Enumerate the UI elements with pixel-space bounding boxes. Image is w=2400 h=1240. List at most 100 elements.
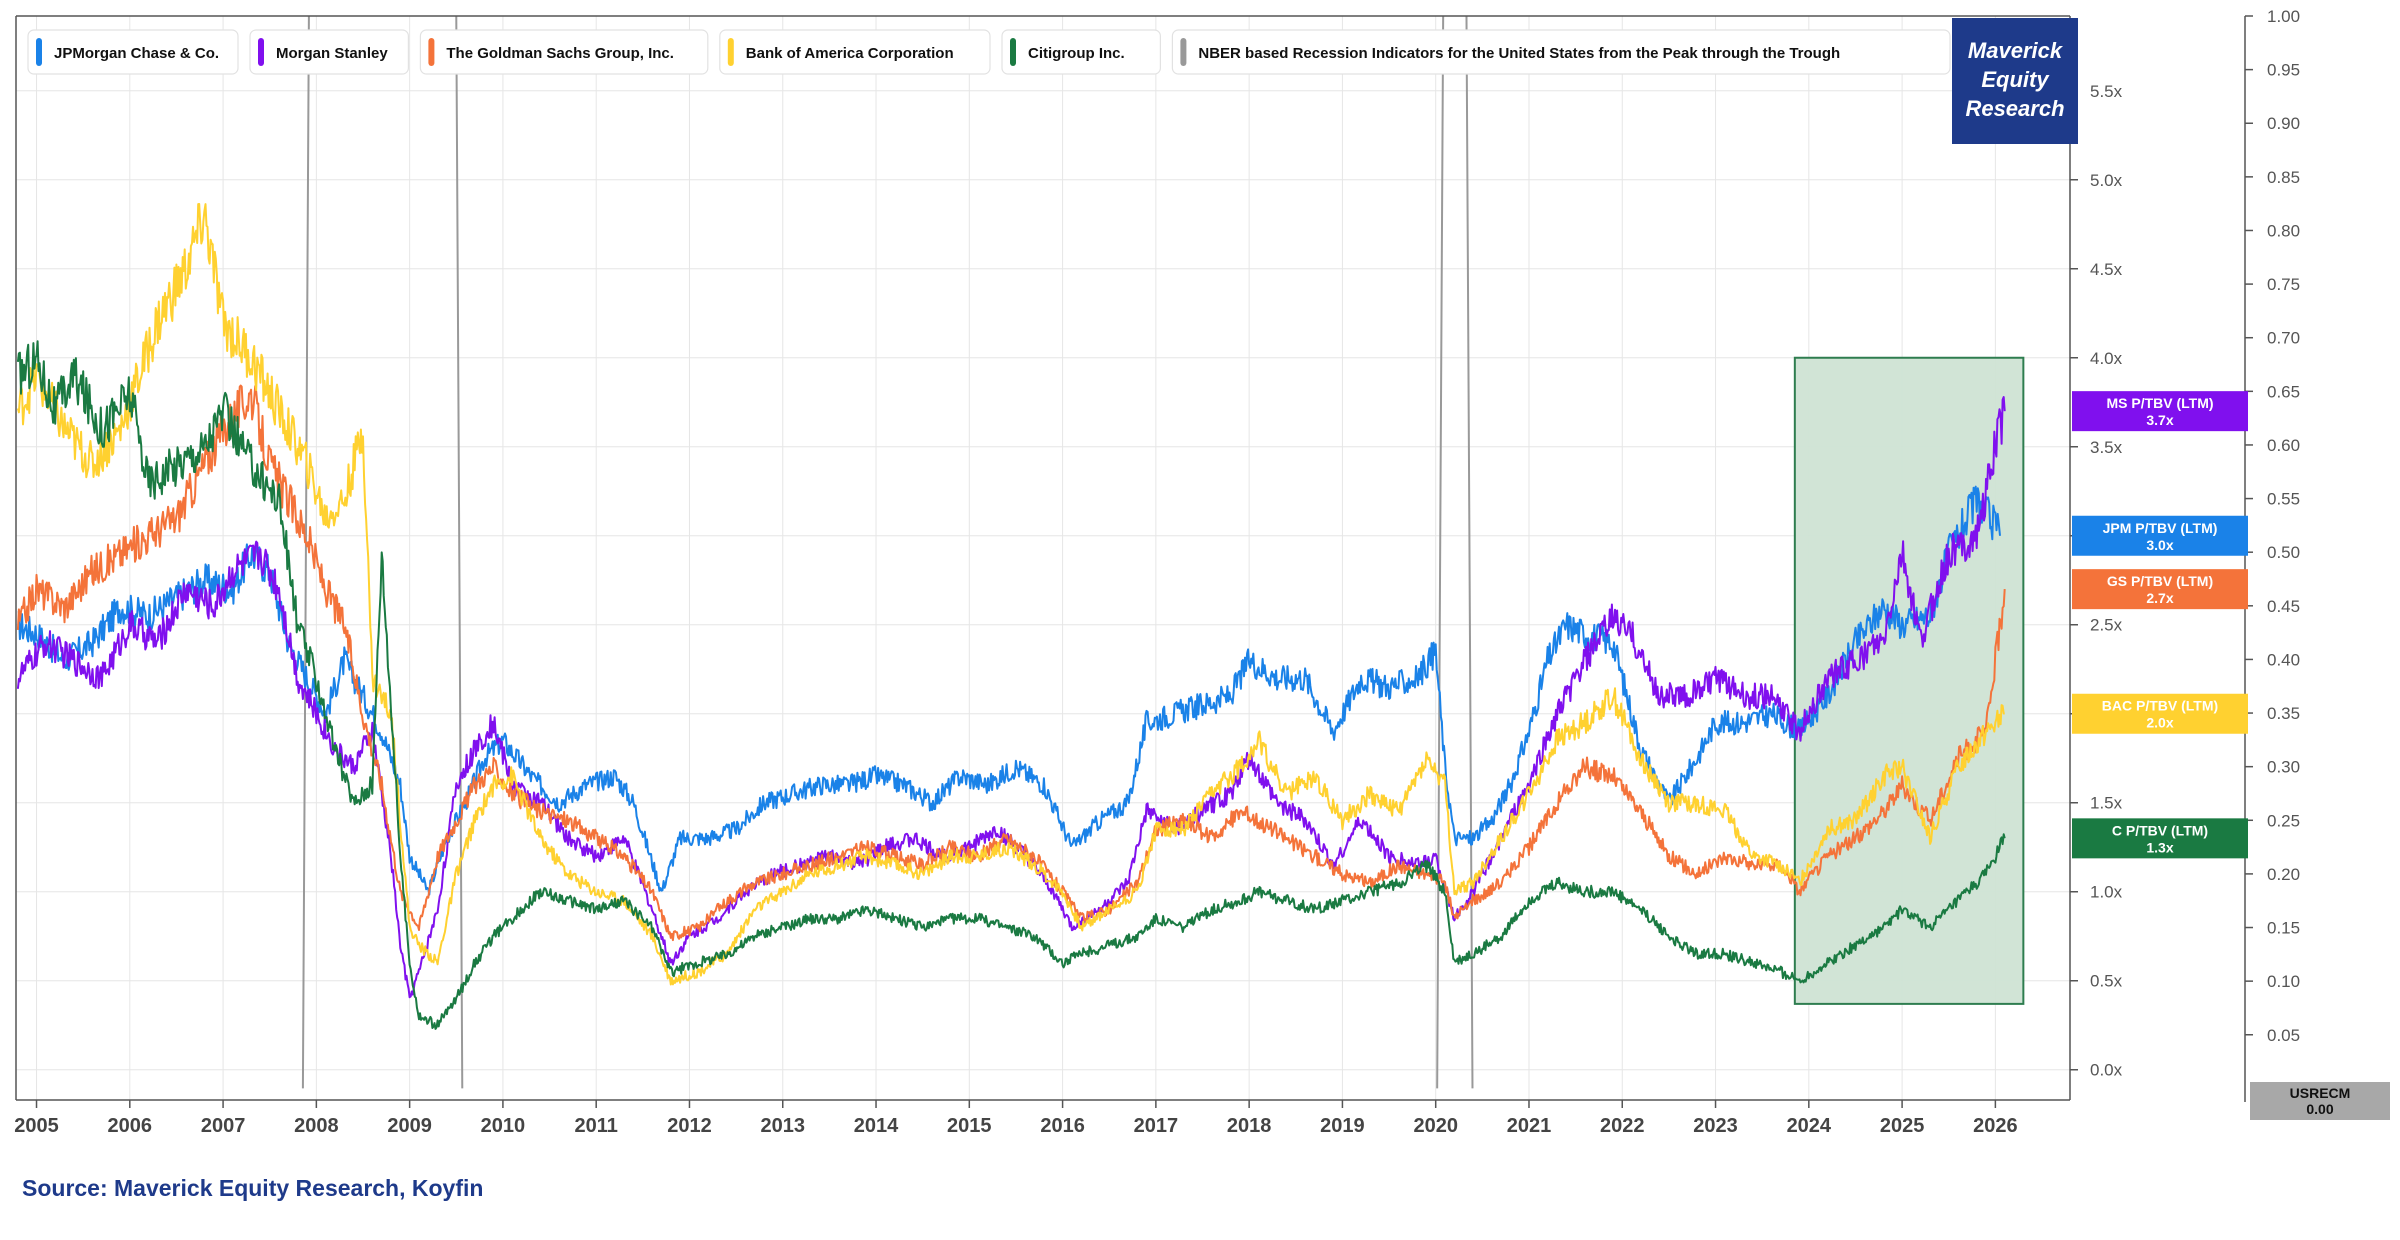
legend-swatch [258,38,264,66]
x-tick-label: 2023 [1693,1115,1738,1137]
x-tick-label: 2018 [1227,1115,1272,1137]
x-tick-label: 2008 [294,1115,339,1137]
series-tag-name: BAC P/TBV (LTM) [2102,698,2218,714]
legend-item: Morgan Stanley [249,29,409,75]
legend-swatch [428,38,435,66]
branding-line-1: Maverick [1968,38,2064,63]
series-tag: C P/TBV (LTM)1.3x [2072,818,2248,859]
y2-tick-label: 0.10 [2267,972,2300,991]
recession-tag-name: USRECM [2290,1085,2351,1101]
series-tag: BAC P/TBV (LTM)2.0x [2072,693,2248,734]
legend-label: Bank of America Corporation [746,45,954,62]
x-tick-label: 2024 [1787,1115,1832,1137]
series-tag-value: 3.7x [2146,412,2173,428]
legend-item-box [1001,29,1161,75]
legend-swatch [727,38,734,66]
series-tag-box [2072,515,2248,556]
x-tick-label: 2013 [761,1115,806,1137]
highlight-box [1793,356,2025,1005]
x-tick-label: 2006 [108,1115,153,1137]
x-tick-label: 2019 [1320,1115,1365,1137]
legend-item: NBER based Recession Indicators for the … [1171,29,1951,75]
legend-label: Morgan Stanley [276,45,388,62]
legend-label: The Goldman Sachs Group, Inc. [446,45,674,62]
series-tag: GS P/TBV (LTM)2.7x [2072,569,2248,610]
axes: 0.0x 0.5x 1.0x 1.5x 2.0x 2.5x 3.0x 3.5x 4.0x 4.5x… [14,7,2300,1137]
legend-item-box [249,29,409,75]
legend-label: NBER based Recession Indicators for the … [1198,45,1840,62]
x-tick-label: 2014 [854,1115,899,1137]
legend-label: Citigroup Inc. [1028,45,1125,62]
branding-line-2: Equity [1981,67,2050,92]
y-tick-label: 5.5x [2090,82,2123,101]
legend-swatch [36,38,42,66]
recession-layer [301,15,1474,1089]
legend-item-box [1171,29,1951,75]
y2-tick-label: 0.35 [2267,704,2300,723]
series-tag-box [2072,818,2248,859]
legend-item-box [419,29,709,75]
series-line [16,340,2006,1030]
y2-tick-label: 0.20 [2267,865,2300,884]
y-tick-label: 0.5x [2090,972,2123,991]
series-line [17,485,2001,896]
legend-item: The Goldman Sachs Group, Inc. [419,29,709,75]
y2-tick-label: 0.40 [2267,650,2300,669]
recession-line [301,15,464,1089]
y-tick-label: 1.0x [2090,883,2123,902]
legend-item-box [719,29,991,75]
y-tick-label: 4.5x [2090,260,2123,279]
x-tick-label: 2005 [14,1115,59,1137]
legend-item: Citigroup Inc. [1001,29,1161,75]
series-tag-name: GS P/TBV (LTM) [2107,573,2213,589]
series-tag-value: 2.7x [2146,590,2173,606]
y2-tick-label: 0.05 [2267,1026,2300,1045]
x-tick-label: 2020 [1413,1115,1458,1137]
legend-item: Bank of America Corporation [719,29,991,75]
series-tag-value: 1.3x [2146,839,2173,855]
series-tag-box [2072,693,2248,734]
y2-tick-label: 0.95 [2267,61,2300,80]
legend-swatch [1010,38,1016,66]
y2-tick-label: 0.65 [2267,382,2300,401]
source-note: Source: Maverick Equity Research, Koyfin [22,1175,483,1201]
series-line [16,384,2006,942]
series-tag-value: 3.0x [2146,537,2173,553]
recession-line [1436,15,1474,1089]
x-tick-label: 2022 [1600,1115,1645,1137]
x-tick-label: 2011 [574,1115,617,1137]
branding-box [1952,18,2078,144]
x-tick-label: 2010 [481,1115,526,1137]
y2-tick-label: 0.80 [2267,221,2300,240]
x-tick-label: 2016 [1040,1115,1085,1137]
y-tick-label: 0.0x [2090,1061,2123,1080]
series-tag-box [2072,569,2248,610]
series-tag-name: MS P/TBV (LTM) [2106,395,2213,411]
y-tick-label: 4.0x [2090,349,2123,368]
highlight-layer [1793,356,2025,1005]
y2-tick-label: 0.60 [2267,436,2300,455]
y-tick-label: 5.0x [2090,171,2123,190]
recession-tag-box [2250,1082,2390,1120]
y2-tick-label: 0.45 [2267,597,2300,616]
x-tick-label: 2025 [1880,1115,1925,1137]
x-tick-label: 2026 [1973,1115,2018,1137]
y2-tick-label: 0.55 [2267,490,2300,509]
branding-line-3: Research [1965,96,2064,121]
y2-tick-label: 0.50 [2267,543,2300,562]
y-tick-label: 1.5x [2090,794,2123,813]
y2-tick-label: 0.30 [2267,758,2300,777]
x-tick-label: 2021 [1507,1115,1552,1137]
series-layer [16,203,2006,1030]
recession-tag-value: 0.00 [2306,1101,2333,1117]
y2-tick-label: 0.70 [2267,329,2300,348]
y2-tick-label: 1.00 [2267,7,2300,26]
x-tick-label: 2017 [1134,1115,1179,1137]
y2-tick-label: 0.90 [2267,114,2300,133]
x-tick-label: 2012 [667,1115,712,1137]
x-tick-label: 2009 [387,1115,432,1137]
series-tag-name: C P/TBV (LTM) [2112,822,2208,838]
